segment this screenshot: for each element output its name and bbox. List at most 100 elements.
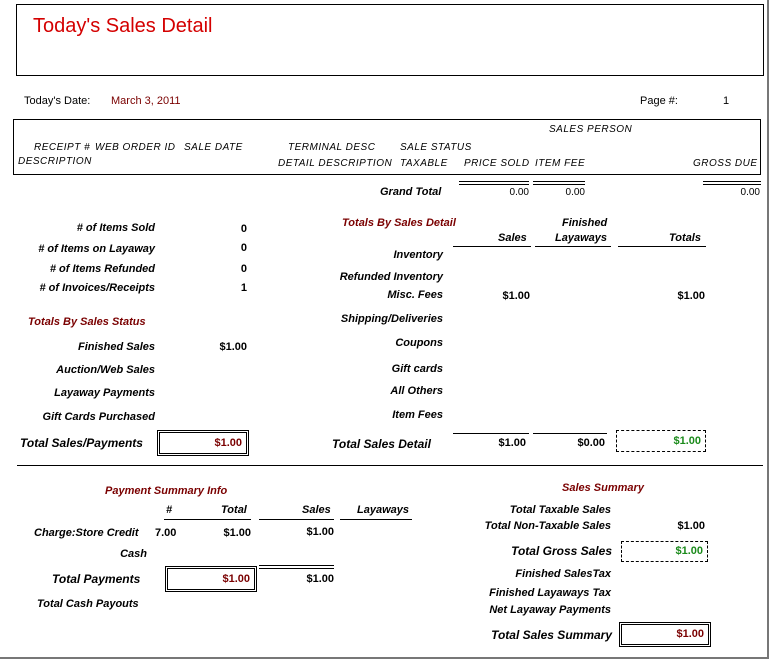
col-detail-description: DETAIL DESCRIPTION [278,158,393,169]
cash-payouts-label: Total Cash Payouts [37,598,139,610]
count-label: # of Invoices/Receipts [39,282,155,294]
count-value: 0 [240,263,247,275]
total-sales-detail-sales: $1.00 [498,437,526,449]
detail-rule [618,246,706,247]
detail-row-label: Gift cards [391,363,443,375]
detail-row-label: Inventory [393,249,443,261]
detail-total-rule [533,433,607,434]
summary-taxable-label: Total Taxable Sales [509,504,611,516]
payment-row-num: 7.00 [155,527,177,539]
payment-col-total: Total [221,504,247,516]
payment-total-rule [259,565,334,569]
total-payments-label: Total Payments [52,572,141,586]
status-label: Gift Cards Purchased [42,411,155,423]
payment-row-sales: $1.00 [306,526,334,538]
total-payments-sales: $1.00 [306,573,334,585]
count-value: 0 [240,242,247,254]
count-label: # of Items on Layaway [38,243,155,255]
col-taxable: TAXABLE [400,158,448,169]
detail-row-label: Refunded Inventory [339,271,443,283]
detail-total-rule [453,433,529,434]
summary-total-value: $1.00 [676,628,704,640]
detail-row-sales: $1.00 [502,290,530,302]
date-value: March 3, 2011 [111,95,181,107]
summary-nontaxable-label: Total Non-Taxable Sales [484,520,611,532]
col-item-fee: ITEM FEE [535,158,586,169]
detail-rule [453,246,531,247]
payment-row-total: $1.00 [223,527,251,539]
payment-col-num: # [166,504,173,516]
summary-total-label: Total Sales Summary [491,628,612,642]
summary-gross-value: $1.00 [675,545,703,557]
summary-nontaxable-value: $1.00 [677,520,705,532]
total-sales-detail-value: $1.00 [673,435,701,447]
grand-total-rule [533,181,585,185]
total-sales-detail-layaways: $0.00 [577,437,605,449]
col-sales-person: SALES PERSON [549,124,633,135]
grand-total-rule [703,181,761,185]
payment-rule [340,519,412,520]
detail-rule [535,246,611,247]
col-terminal-desc: TERMINAL DESC [288,142,376,153]
status-value: $1.00 [219,341,247,353]
grand-total-label: Grand Total [380,186,442,198]
col-web-order-id: WEB ORDER ID [95,142,176,153]
total-payments-box: $1.00 [165,566,257,592]
count-label: # of Items Refunded [49,263,155,275]
status-label: Layaway Payments [54,387,155,399]
summary-total-box: $1.00 [619,622,711,647]
count-value: 1 [240,282,247,294]
grand-total-rule [459,181,529,185]
status-label: Auction/Web Sales [56,364,155,376]
grand-total-price: 0.00 [509,187,529,198]
payment-col-sales: Sales [302,504,331,516]
payment-col-layaways: Layaways [357,504,409,516]
date-label: Today's Date: [24,95,91,107]
page-number: 1 [723,95,730,107]
payment-row-label: Cash [120,548,147,560]
total-payments-value: $1.00 [222,573,250,585]
status-label: Finished Sales [77,341,155,353]
count-value: 0 [240,223,247,235]
page-label: Page #: [640,95,678,107]
detail-col-sales: Sales [498,232,527,244]
section-divider [17,465,763,466]
total-sales-detail-label: Total Sales Detail [332,437,431,451]
summary-finished-tax-label: Finished SalesTax [515,568,611,580]
detail-row-label: Item Fees [392,409,443,421]
grand-total-gross: 0.00 [740,187,760,198]
count-label: # of Items Sold [76,222,155,234]
status-heading: Totals By Sales Status [28,316,146,328]
detail-row-label: Coupons [395,337,443,349]
title-box [16,4,764,76]
payment-rule [259,519,334,520]
total-sales-payments-box: $1.00 [157,430,249,456]
report-title: Today's Sales Detail [33,15,213,37]
col-gross-due: GROSS DUE [693,158,758,169]
total-sales-payments-value: $1.00 [214,437,242,449]
summary-gross-label: Total Gross Sales [511,544,612,558]
summary-layaway-tax-label: Finished Layaways Tax [489,587,611,599]
summary-net-layaway-label: Net Layaway Payments [489,604,611,616]
total-sales-payments-label: Total Sales/Payments [20,436,143,450]
detail-row-totals: $1.00 [677,290,705,302]
col-description: DESCRIPTION [18,156,92,167]
detail-col-totals: Totals [669,232,701,244]
detail-row-label: Shipping/Deliveries [340,313,443,325]
payment-rule [164,519,251,520]
total-sales-detail-box: $1.00 [616,430,706,452]
col-price-sold: PRICE SOLD [464,158,530,169]
detail-col-layaways: Layaways [555,232,607,244]
payment-row-label: Charge:Store Credit [34,527,139,539]
summary-gross-box: $1.00 [621,541,708,562]
column-header-box [13,119,761,175]
detail-col-finished: Finished [562,217,608,229]
payment-heading: Payment Summary Info [105,485,228,497]
col-receipt: RECEIPT # [34,142,91,153]
summary-heading: Sales Summary [562,482,644,494]
detail-row-label: All Others [390,385,443,397]
detail-heading: Totals By Sales Detail [342,217,456,229]
grand-total-fee: 0.00 [565,187,585,198]
detail-row-label: Misc. Fees [387,289,443,301]
